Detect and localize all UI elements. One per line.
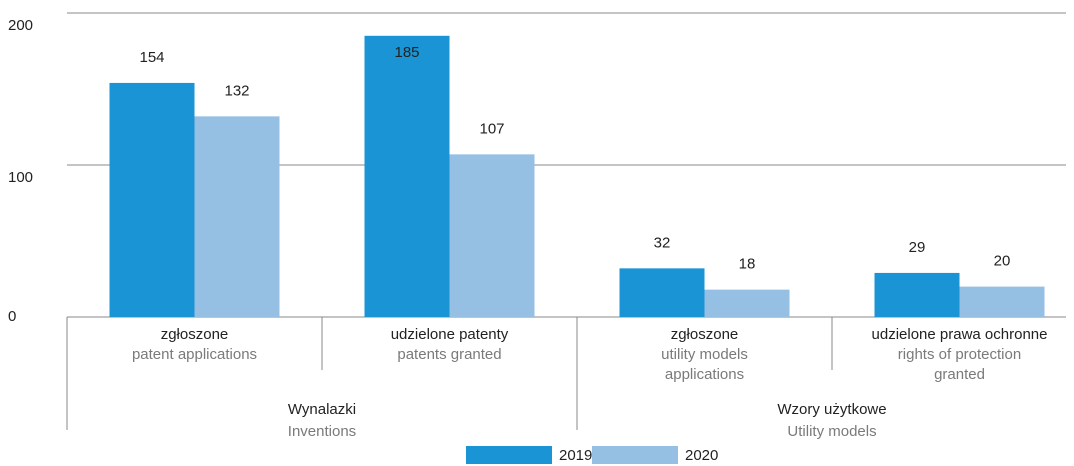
bar <box>194 116 280 317</box>
x-tick-sublabel: patent applications <box>131 346 258 363</box>
bar <box>959 286 1045 317</box>
legend-label: 2020 <box>685 447 718 464</box>
value-label: 18 <box>739 256 756 273</box>
x-tick-label: udzielone prawa ochronne <box>871 326 1048 343</box>
bar <box>619 268 705 317</box>
group-label: Wzory użytkowe <box>777 401 887 418</box>
bar <box>704 289 790 317</box>
value-label: 132 <box>224 82 249 99</box>
x-tick-sublabel: rights of protection granted <box>897 346 1022 383</box>
value-label: 20 <box>994 253 1011 270</box>
group-sublabel: Inventions <box>287 423 357 440</box>
legend-label: 2019 <box>559 447 592 464</box>
group-sublabel: Utility models <box>787 423 877 440</box>
x-tick-sublabel: patents granted <box>397 346 502 363</box>
legend-swatch <box>466 446 552 464</box>
y-tick-label: 100 <box>8 169 33 186</box>
x-tick-label: zgłoszone <box>670 326 739 343</box>
value-label: 32 <box>654 234 671 251</box>
legend-swatch <box>592 446 678 464</box>
bar <box>364 35 450 318</box>
x-tick-label: zgłoszone <box>160 326 229 343</box>
value-label: 29 <box>909 239 926 256</box>
bar <box>874 272 960 317</box>
x-tick-label: udzielone patenty <box>390 326 509 343</box>
bar <box>109 82 195 317</box>
y-tick-label: 0 <box>8 308 16 325</box>
value-label: 154 <box>139 49 164 66</box>
group-label: Wynalazki <box>287 401 357 418</box>
value-label: 107 <box>479 120 504 137</box>
x-tick-sublabel: utility models applications <box>661 346 748 383</box>
y-tick-label: 200 <box>8 17 33 34</box>
bar <box>449 154 535 317</box>
value-label: 185 <box>394 44 419 61</box>
